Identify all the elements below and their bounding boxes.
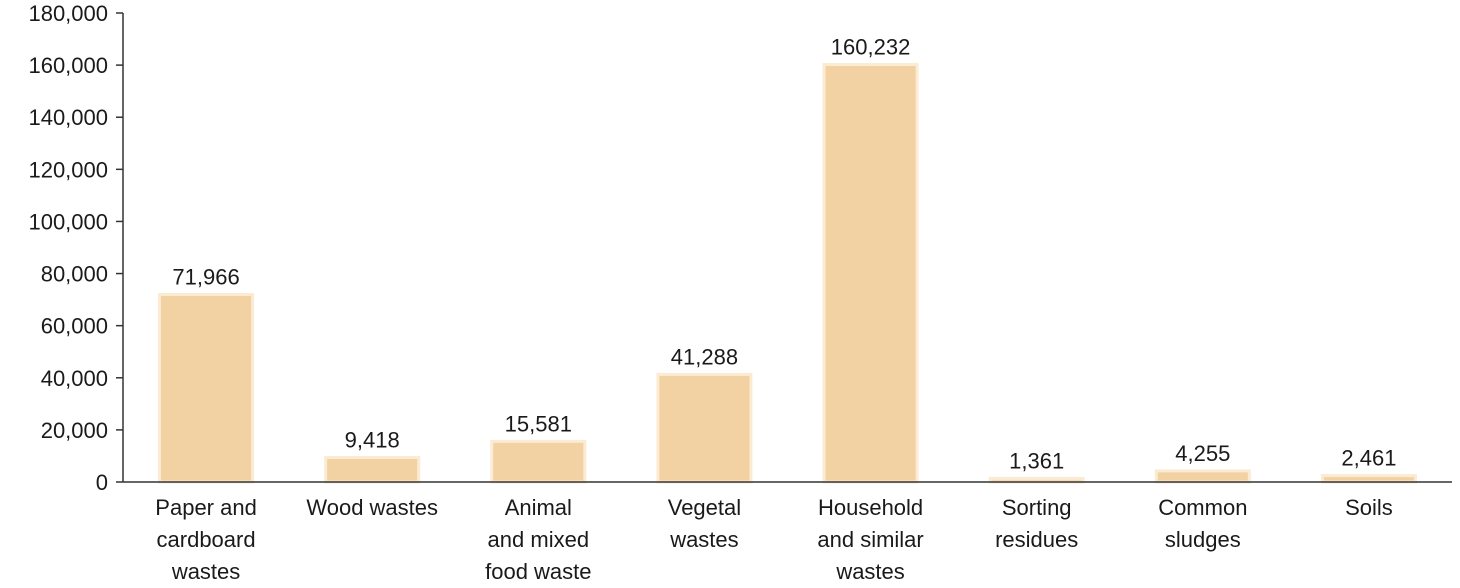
x-category-label: Common sludges	[1158, 495, 1247, 552]
data-label: 2,461	[1341, 446, 1396, 471]
x-category-label-line: wastes	[171, 559, 240, 583]
x-category-label-line: sludges	[1165, 527, 1241, 552]
y-tick-label: 160,000	[28, 53, 108, 78]
y-tick-label: 80,000	[41, 262, 108, 287]
x-category-label: Vegetal wastes	[668, 495, 741, 552]
x-category-label: Soils	[1345, 495, 1393, 520]
x-category-label: Sorting residues	[995, 495, 1078, 552]
y-tick-label: 100,000	[28, 209, 108, 234]
bar	[490, 439, 587, 484]
x-category-label: Animal and mixed food waste	[485, 495, 591, 583]
x-category-label-line: Wood wastes	[306, 495, 438, 520]
x-axis-category-labels: Paper and cardboard wastes Wood wastes Anima…	[155, 495, 1393, 584]
y-tick-label: 0	[96, 470, 108, 495]
bar	[324, 455, 421, 484]
x-category-label-line: food waste	[485, 559, 591, 583]
x-category-label-line: wastes	[835, 559, 904, 583]
bar	[1154, 469, 1251, 484]
data-labels: 71,966 9,418 15,581 41,288 160,232 1,361 4,255…	[172, 35, 1396, 474]
x-category-label: Paper and cardboard wastes	[155, 495, 257, 583]
x-category-label: Wood wastes	[306, 495, 438, 520]
x-category-label-line: residues	[995, 527, 1078, 552]
y-tick-label: 120,000	[28, 157, 108, 182]
data-label: 71,966	[172, 264, 239, 289]
x-category-label-line: Household	[818, 495, 923, 520]
x-category-label-line: Common	[1158, 495, 1247, 520]
y-tick-label: 40,000	[41, 366, 108, 391]
y-tick-label: 60,000	[41, 314, 108, 339]
bar	[656, 372, 753, 484]
x-category-label-line: Sorting	[1002, 495, 1072, 520]
x-category-label-line: Animal	[505, 495, 572, 520]
x-category-label: Household and similar wastes	[817, 495, 923, 583]
y-tick-label: 140,000	[28, 105, 108, 130]
x-category-label-line: Vegetal	[668, 495, 741, 520]
bar-series	[158, 63, 1417, 484]
x-category-label-line: cardboard	[157, 527, 256, 552]
x-category-label-line: wastes	[669, 527, 738, 552]
bar	[158, 292, 255, 484]
data-label: 15,581	[505, 411, 572, 436]
x-category-label-line: and mixed	[488, 527, 590, 552]
y-tick-label: 20,000	[41, 418, 108, 443]
data-label: 41,288	[671, 344, 738, 369]
data-label: 4,255	[1175, 441, 1230, 466]
data-label: 9,418	[345, 427, 400, 452]
x-category-label-line: Soils	[1345, 495, 1393, 520]
x-category-label-line: Paper and	[155, 495, 257, 520]
y-axis-ticks: 0 20,000 40,000 60,000 80,000 100,000 120,000 1…	[28, 1, 123, 495]
bar	[1320, 474, 1417, 484]
data-label: 1,361	[1009, 448, 1064, 473]
y-tick-label: 180,000	[28, 1, 108, 26]
bar	[822, 63, 919, 484]
data-label: 160,232	[831, 35, 911, 60]
x-category-label-line: and similar	[817, 527, 923, 552]
